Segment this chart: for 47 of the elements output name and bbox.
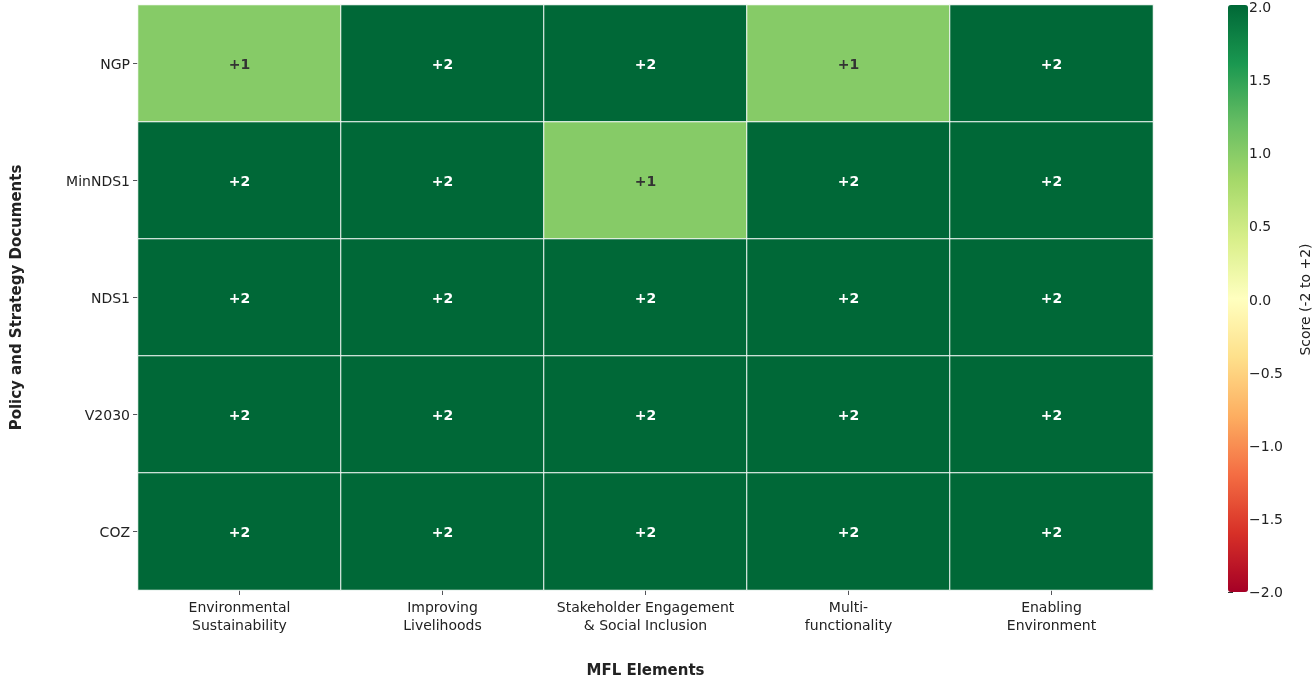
y-tick-label: COZ — [99, 523, 130, 540]
data-label: +2 — [228, 172, 251, 189]
data-label: +2 — [634, 406, 657, 423]
data-label: +2 — [228, 406, 251, 423]
data-label: +2 — [228, 289, 251, 306]
data-label: +2 — [431, 289, 454, 306]
x-tick-label: Environmental Sustainability — [188, 599, 291, 633]
data-label: +2 — [837, 523, 860, 540]
data-label: +2 — [1040, 172, 1063, 189]
y-tick-label: MinNDS1 — [66, 172, 130, 189]
data-label: +2 — [634, 289, 657, 306]
data-label: +2 — [634, 523, 657, 540]
data-label: +2 — [837, 406, 860, 423]
y-tick-label: NDS1 — [90, 289, 130, 306]
y-tick-label: V2030 — [84, 406, 130, 423]
data-label: +2 — [1040, 289, 1063, 306]
color-bar-label: −2.0 — [1249, 584, 1283, 600]
color-bar-label: −1.5 — [1249, 510, 1283, 527]
data-label: +2 — [1040, 55, 1063, 72]
x-tick-label: Enabling Environment — [1006, 599, 1097, 633]
data-label: +2 — [1040, 523, 1063, 540]
color-bar-label: 0.0 — [1249, 291, 1272, 308]
color-bar-label: 1.5 — [1249, 72, 1272, 89]
x-axis-title: MFL Elements — [586, 660, 705, 679]
color-bar-title: Score (-2 to +2) — [1297, 243, 1313, 356]
color-bar-label: 1.0 — [1249, 145, 1272, 162]
data-label: +2 — [228, 523, 251, 540]
color-bar-label: 0.5 — [1249, 218, 1272, 235]
color-bar-label: 2.0 — [1249, 0, 1272, 15]
data-label: +2 — [837, 289, 860, 306]
data-label: +2 — [634, 55, 657, 72]
data-label: +2 — [431, 55, 454, 72]
y-tick-label: NGP — [100, 55, 130, 72]
data-label: +1 — [228, 55, 251, 72]
color-bar-label: −1.0 — [1249, 437, 1283, 454]
y-axis-title: Policy and Strategy Documents — [6, 164, 25, 431]
x-tick-label: Multi- functionality — [804, 599, 893, 633]
data-label: +2 — [1040, 406, 1063, 423]
x-tick-label: Improving Livelihoods — [403, 599, 482, 633]
data-label: +1 — [634, 172, 657, 189]
data-label: +1 — [837, 55, 860, 72]
data-label: +2 — [431, 406, 454, 423]
x-tick-label: Stakeholder Engagement & Social Inclusion — [556, 599, 735, 633]
color-bar-label: −0.5 — [1249, 364, 1283, 381]
data-label: +2 — [431, 523, 454, 540]
data-label: +2 — [431, 172, 454, 189]
data-label: +2 — [837, 172, 860, 189]
